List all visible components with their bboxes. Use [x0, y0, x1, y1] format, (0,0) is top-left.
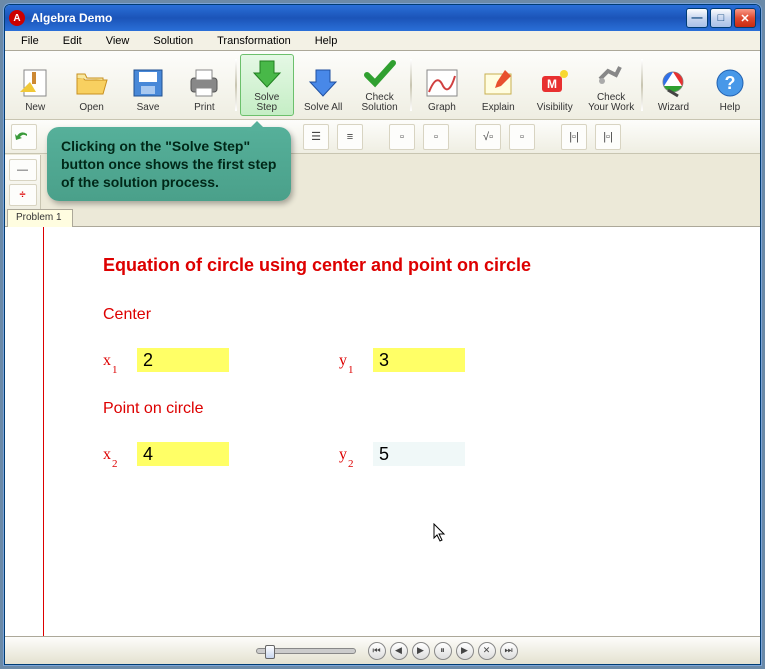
- main-toolbar: New Open Save Print SolveStep Solve All CheckS…: [5, 51, 760, 120]
- check-work-button[interactable]: CheckYour Work: [584, 54, 638, 116]
- check-work-button-label: CheckYour Work: [588, 93, 634, 113]
- app-icon: A: [9, 10, 25, 26]
- playback-slider[interactable]: [256, 648, 356, 654]
- new-button[interactable]: New: [8, 54, 62, 116]
- save-icon: [130, 65, 166, 101]
- wizard-icon: [655, 65, 691, 101]
- solve-step-button-label: SolveStep: [254, 93, 279, 113]
- layout-button-2[interactable]: ▫: [423, 124, 449, 150]
- solve-step-icon: [249, 57, 285, 91]
- help-button-label: Help: [720, 103, 741, 113]
- section-point: Point on circle: [103, 400, 760, 418]
- save-button[interactable]: Save: [121, 54, 175, 116]
- section-center: Center: [103, 306, 760, 324]
- bracket-button-1[interactable]: |▫|: [561, 124, 587, 150]
- print-button[interactable]: Print: [177, 54, 231, 116]
- wizard-button[interactable]: Wizard: [646, 54, 700, 116]
- sqrt-button[interactable]: √▫: [475, 124, 501, 150]
- hint-tooltip: Clicking on the "Solve Step" button once…: [47, 127, 291, 201]
- visibility-button[interactable]: M Visibility: [528, 54, 582, 116]
- new-button-label: New: [25, 103, 45, 113]
- cursor-icon: [433, 523, 449, 548]
- player-first[interactable]: ⏮: [368, 642, 386, 660]
- tab-row: Problem 1: [5, 209, 760, 227]
- new-icon: [17, 65, 53, 101]
- open-button[interactable]: Open: [64, 54, 118, 116]
- help-icon: ?: [712, 65, 748, 101]
- undo-icon: [15, 130, 33, 144]
- solve-all-icon: [305, 65, 341, 101]
- left-toolbox: — ÷: [5, 155, 41, 209]
- player-next[interactable]: ▶: [456, 642, 474, 660]
- x1-value[interactable]: 2: [137, 348, 229, 372]
- menu-file[interactable]: File: [9, 33, 51, 49]
- svg-text:?: ?: [724, 73, 735, 93]
- check-solution-icon: [362, 57, 398, 91]
- player-play[interactable]: ▶: [412, 642, 430, 660]
- solve-step-button[interactable]: SolveStep: [240, 54, 294, 116]
- save-button-label: Save: [137, 103, 160, 113]
- svg-text:M: M: [547, 77, 557, 91]
- print-button-label: Print: [194, 103, 215, 113]
- solve-all-button[interactable]: Solve All: [296, 54, 350, 116]
- playback-bar: ⏮ ◀ ▶ ⏸ ▶ ✕ ⏭: [5, 636, 760, 664]
- y1-value[interactable]: 3: [373, 348, 465, 372]
- bracket-button-2[interactable]: |▫|: [595, 124, 621, 150]
- undo-button[interactable]: [11, 124, 37, 150]
- graph-button[interactable]: Graph: [415, 54, 469, 116]
- menu-edit[interactable]: Edit: [51, 33, 94, 49]
- visibility-icon: M: [537, 65, 573, 101]
- explain-button[interactable]: Explain: [471, 54, 525, 116]
- maximize-button[interactable]: □: [710, 8, 732, 28]
- layout-button-1[interactable]: ▫: [389, 124, 415, 150]
- check-solution-button-label: CheckSolution: [362, 93, 398, 113]
- box-button[interactable]: ▫: [509, 124, 535, 150]
- slider-thumb[interactable]: [265, 645, 275, 659]
- visibility-button-label: Visibility: [537, 103, 573, 113]
- help-button[interactable]: ? Help: [703, 54, 757, 116]
- menu-help[interactable]: Help: [303, 33, 350, 49]
- y2-value[interactable]: 5: [373, 442, 465, 466]
- player-prev[interactable]: ◀: [390, 642, 408, 660]
- workspace: Equation of circle using center and poin…: [5, 227, 760, 637]
- player-stop[interactable]: ✕: [478, 642, 496, 660]
- x2-value[interactable]: 4: [137, 442, 229, 466]
- menu-view[interactable]: View: [94, 33, 142, 49]
- menu-solution[interactable]: Solution: [141, 33, 205, 49]
- check-work-icon: [593, 57, 629, 91]
- explain-icon: [480, 65, 516, 101]
- app-window: A Algebra Demo — □ ✕ File Edit View Solu…: [4, 4, 761, 665]
- x1-label: x1: [103, 352, 137, 372]
- minimize-button[interactable]: —: [686, 8, 708, 28]
- window-title: Algebra Demo: [31, 11, 686, 25]
- align-button-2[interactable]: ≡: [337, 124, 363, 150]
- menubar: File Edit View Solution Transformation H…: [5, 31, 760, 51]
- menu-transformation[interactable]: Transformation: [205, 33, 303, 49]
- align-button-1[interactable]: ☰: [303, 124, 329, 150]
- titlebar: A Algebra Demo — □ ✕: [5, 5, 760, 31]
- print-icon: [186, 65, 222, 101]
- close-button[interactable]: ✕: [734, 8, 756, 28]
- check-solution-button[interactable]: CheckSolution: [352, 54, 406, 116]
- tool-minus[interactable]: —: [9, 159, 37, 181]
- player-pause[interactable]: ⏸: [434, 642, 452, 660]
- wizard-button-label: Wizard: [658, 103, 689, 113]
- player-last[interactable]: ⏭: [500, 642, 518, 660]
- solve-all-button-label: Solve All: [304, 103, 342, 113]
- explain-button-label: Explain: [482, 103, 515, 113]
- problem-content: Equation of circle using center and poin…: [43, 227, 760, 494]
- y2-label: y2: [339, 446, 373, 466]
- open-icon: [74, 65, 110, 101]
- tab-problem-1[interactable]: Problem 1: [7, 209, 73, 227]
- problem-title: Equation of circle using center and poin…: [103, 255, 760, 276]
- graph-button-label: Graph: [428, 103, 456, 113]
- y1-label: y1: [339, 352, 373, 372]
- x2-label: x2: [103, 446, 137, 466]
- graph-icon: [424, 65, 460, 101]
- open-button-label: Open: [79, 103, 103, 113]
- tool-divide[interactable]: ÷: [9, 184, 37, 206]
